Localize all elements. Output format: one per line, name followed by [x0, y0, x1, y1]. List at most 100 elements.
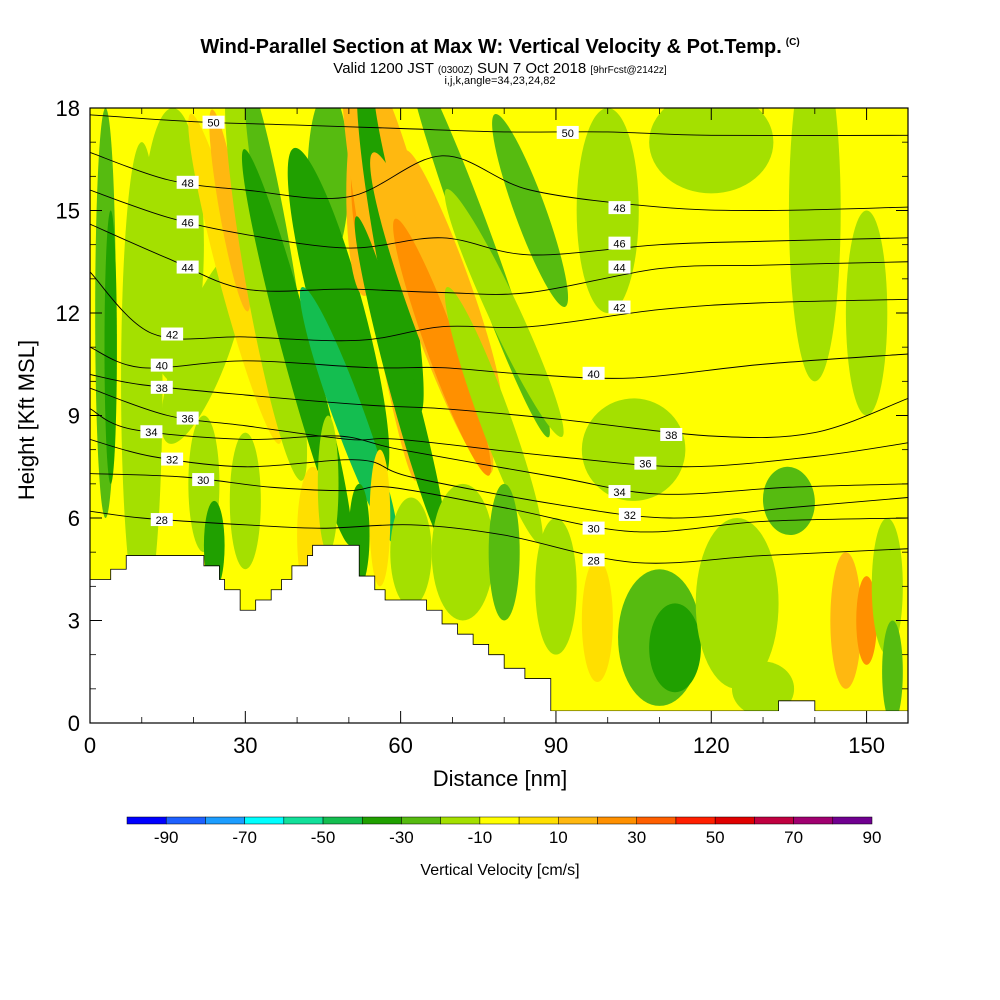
- velocity-blob: [581, 398, 686, 501]
- velocity-blob: [390, 497, 432, 607]
- contour-label: 38: [150, 380, 173, 395]
- chart-title: Wind-Parallel Section at Max W: Vertical…: [200, 36, 800, 58]
- theta-contour-32: [90, 438, 908, 519]
- contour-label-box: [556, 125, 579, 139]
- contour-label-box: [140, 425, 163, 439]
- theta-contour-34: [90, 408, 908, 495]
- contour-label: 42: [608, 300, 631, 315]
- colorbar-swatch: [793, 816, 834, 825]
- colorbar-swatch: [205, 816, 245, 825]
- x-tick-label: 0: [84, 733, 96, 758]
- contour-label-text: 28: [587, 555, 599, 567]
- theta-contour-42: [90, 271, 908, 342]
- contour-label: 34: [608, 485, 631, 499]
- contour-label: 46: [176, 215, 199, 229]
- contour-label-box: [608, 201, 631, 215]
- colorbar-swatch: [518, 816, 559, 825]
- contour-label-box: [660, 427, 683, 441]
- velocity-blob: [317, 415, 339, 553]
- grid-indices: i,j,k,angle=34,23,24,82: [444, 75, 556, 87]
- contour-label-text: 38: [665, 430, 677, 442]
- velocity-blob: [788, 108, 841, 382]
- theta-contour-38: [90, 374, 908, 439]
- y-tick-label: 12: [56, 301, 80, 326]
- contour-label-box: [150, 380, 173, 394]
- contour-label-text: 50: [562, 128, 574, 140]
- copyright-mark: (C): [785, 37, 800, 49]
- velocity-blob: [845, 210, 888, 416]
- colorbar: -90 -70 -50 -30 -10 10 30 50 70 90: [126, 816, 882, 847]
- colorbar-swatch: [126, 816, 167, 825]
- colorbar-tick-label: 90: [863, 828, 882, 847]
- velocity-blob: [695, 518, 779, 689]
- contour-label: 30: [582, 521, 605, 536]
- contour-label-text: 48: [182, 178, 194, 190]
- colorbar-swatch: [440, 816, 481, 825]
- y-tick-label: 3: [68, 609, 80, 634]
- contour-label-text: 32: [166, 455, 178, 467]
- velocity-blob: [581, 559, 613, 682]
- y-tick-label: 15: [56, 199, 80, 224]
- contour-labels: 50 50 48 48 46 46 44 44 42 42 40 40 38 38 36 36 34 34 32 32…: [140, 115, 683, 567]
- contour-label-box: [176, 175, 199, 189]
- colorbar-swatch: [754, 816, 794, 825]
- contour-label-box: [202, 115, 225, 129]
- velocity-blob: [209, 109, 251, 312]
- contour-label-text: 38: [156, 383, 168, 395]
- colorbar-label: Vertical Velocity [cm/s]: [420, 862, 580, 879]
- contour-label: 36: [176, 411, 199, 426]
- velocity-blob: [229, 432, 261, 570]
- contour-label: 50: [202, 115, 225, 130]
- velocity-blob: [488, 483, 520, 621]
- contour-label-box: [582, 366, 605, 380]
- theta-contour-30: [90, 473, 908, 533]
- contour-label-text: 30: [197, 475, 209, 487]
- y-axis-label: Height [Kft MSL]: [14, 339, 39, 501]
- colorbar-tick-label: -30: [389, 828, 414, 847]
- contour-label: 30: [192, 473, 215, 487]
- contour-label-box: [618, 507, 641, 521]
- contour-label: 46: [608, 236, 631, 251]
- velocity-blob: [871, 518, 903, 655]
- contour-label-text: 28: [156, 515, 168, 527]
- x-axis-label: Distance [nm]: [432, 766, 568, 791]
- colorbar-swatch: [401, 816, 441, 825]
- contour-label-text: 48: [613, 203, 625, 215]
- contour-label: 40: [150, 358, 173, 373]
- velocity-blob: [649, 108, 774, 194]
- contour-label-box: [176, 215, 199, 229]
- terrain-base: [90, 711, 908, 723]
- y-tick-label: 0: [68, 711, 80, 736]
- velocity-blob: [535, 518, 577, 655]
- colorbar-swatch: [479, 816, 520, 825]
- contour-label-box: [608, 236, 631, 250]
- contour-label-box: [608, 300, 631, 314]
- y-tick-label: 18: [56, 96, 80, 121]
- contour-label: 38: [660, 427, 683, 442]
- velocity-blob: [882, 620, 903, 723]
- velocity-blob: [649, 603, 701, 693]
- contour-label-box: [608, 485, 631, 499]
- contour-label: 28: [150, 513, 173, 527]
- colorbar-swatch: [832, 816, 873, 825]
- contour-label-text: 32: [624, 510, 636, 522]
- contour-label: 34: [140, 425, 163, 439]
- theta-contour-44: [90, 223, 908, 295]
- colorbar-swatch: [675, 816, 716, 825]
- theta-contours: [90, 114, 908, 564]
- theta-contour-48: [90, 151, 908, 211]
- x-tick-label: 90: [544, 733, 568, 758]
- colorbar-tick-label: 30: [627, 828, 646, 847]
- contour-label-text: 44: [613, 263, 625, 275]
- contour-label-text: 44: [182, 263, 194, 275]
- x-tick-label: 120: [693, 733, 730, 758]
- x-tick-label: 60: [388, 733, 412, 758]
- contour-label-box: [161, 452, 184, 466]
- colorbar-swatch: [322, 816, 363, 825]
- chart-subtitle: Valid 1200 JST (0300Z) SUN 7 Oct 2018 [9…: [333, 60, 667, 77]
- colorbar-swatch: [558, 816, 598, 825]
- colorbar-tick-label: 70: [784, 828, 803, 847]
- contour-label-text: 34: [613, 487, 625, 499]
- velocity-blob: [444, 286, 543, 545]
